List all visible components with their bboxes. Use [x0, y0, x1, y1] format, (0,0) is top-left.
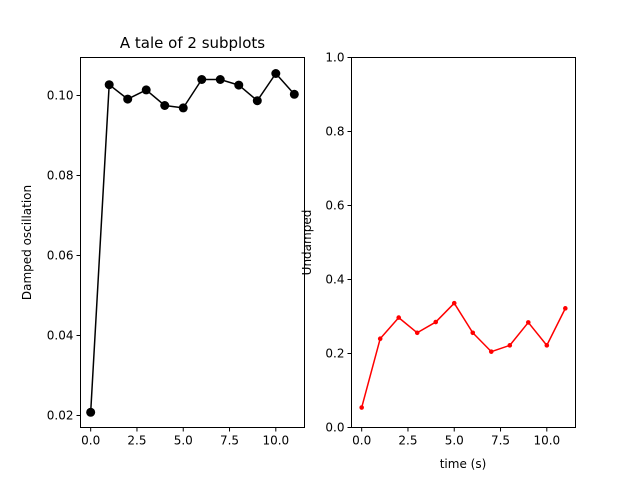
- series-group: [86, 69, 299, 417]
- x-tick-label: 5.0: [445, 434, 464, 448]
- data-point: [525, 320, 531, 325]
- x-tick-label: 2.5: [398, 434, 417, 448]
- y-tick-label: 0.4: [325, 273, 344, 287]
- y-tick-label: 0.2: [325, 347, 344, 361]
- data-point: [86, 407, 96, 417]
- x-tick-label: 0.0: [352, 434, 371, 448]
- data-point: [123, 94, 133, 104]
- data-point: [433, 319, 439, 325]
- data-point: [451, 300, 457, 306]
- chart-title: A tale of 2 subplots: [120, 34, 265, 52]
- data-point: [104, 80, 114, 90]
- x-tick-label: 7.5: [491, 434, 510, 448]
- data-point: [396, 315, 402, 320]
- y-tick-label: 0.10: [47, 89, 74, 103]
- tick-group: 0.0 2.5 5.0 7.5 10.0 0.02 0.04 0.06 0.08 0.10: [47, 89, 289, 448]
- axes-frame: [80, 57, 305, 428]
- data-point: [234, 80, 244, 90]
- data-point: [563, 306, 568, 311]
- data-point: [289, 89, 299, 99]
- data-point: [271, 69, 281, 78]
- data-point: [470, 330, 476, 336]
- x-tick-label: 7.5: [220, 434, 239, 448]
- x-tick-label: 10.0: [533, 434, 560, 448]
- subplot-damped: A tale of 2 subplots Damped oscillation …: [20, 34, 305, 448]
- x-tick-label: 10.0: [262, 434, 289, 448]
- y-tick-label: 0.06: [47, 249, 74, 263]
- y-tick-label: 0.0: [325, 421, 344, 435]
- data-point: [488, 349, 494, 354]
- y-tick-label: 0.04: [47, 329, 74, 343]
- data-point: [359, 405, 364, 410]
- y-tick-label: 0.08: [47, 169, 74, 183]
- data-point: [197, 75, 207, 84]
- x-axis-label: time (s): [440, 457, 487, 471]
- y-tick-label: 1.0: [325, 51, 344, 65]
- y-axis-label: Damped oscillation: [20, 185, 34, 300]
- data-point: [160, 101, 170, 110]
- data-point: [414, 330, 420, 336]
- data-point: [544, 343, 550, 348]
- data-point: [141, 85, 151, 95]
- x-tick-label: 2.5: [127, 434, 146, 448]
- series-line: [360, 302, 566, 408]
- x-tick-label: 0.0: [81, 434, 100, 448]
- data-point: [215, 75, 225, 84]
- y-tick-label: 0.8: [325, 125, 344, 139]
- y-tick-label: 0.6: [325, 199, 344, 213]
- series-group: [359, 300, 568, 410]
- y-tick-label: 0.02: [47, 409, 74, 423]
- data-point: [178, 103, 188, 113]
- subplot-undamped: time (s) Undamped 0.0 2.5 5.0 7.5 10.0 0.0 0.2…: [300, 51, 576, 471]
- data-point: [377, 336, 383, 342]
- data-point: [507, 343, 513, 348]
- x-tick-label: 5.0: [174, 434, 193, 448]
- tick-group: 0.0 2.5 5.0 7.5 10.0 0.0 0.2 0.4 0.6 0.8 1.0: [325, 51, 560, 448]
- data-point: [252, 96, 262, 106]
- y-axis-label: Undamped: [300, 210, 314, 276]
- axes-frame: [351, 57, 576, 428]
